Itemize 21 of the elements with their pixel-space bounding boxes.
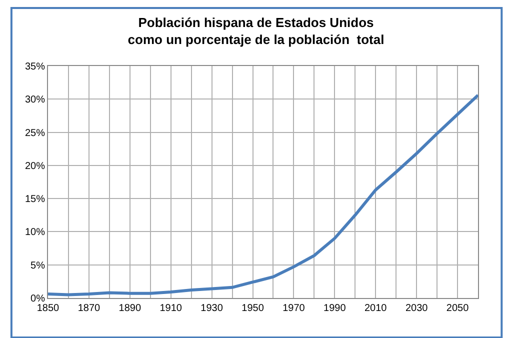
x-tick-label: 1870 (78, 303, 101, 314)
y-tick-label: 10% (24, 227, 46, 238)
x-tick-label: 2010 (364, 303, 388, 314)
x-tick-label: 2030 (405, 303, 428, 314)
line-series (48, 94, 478, 296)
x-tick-label: 1950 (242, 303, 264, 314)
x-tick-label: 1990 (324, 303, 346, 314)
x-tick-label: 1970 (282, 303, 306, 314)
x-tick-label: 2050 (446, 303, 470, 314)
x-tick-label: 1930 (200, 303, 224, 314)
y-tick-label: 35% (24, 62, 46, 72)
y-tick-label: 20% (24, 160, 46, 172)
x-tick-label: 1890 (118, 303, 142, 314)
y-tick-label: 30% (24, 94, 46, 106)
y-tick-label: 0% (30, 294, 46, 304)
x-tick-label: 1850 (36, 303, 60, 314)
x-tick-label: 1910 (160, 303, 182, 314)
y-tick-label: 15% (24, 194, 46, 206)
y-tick-label: 25% (24, 128, 46, 139)
chart-title: Población hispana de Estados Unidos como un porcentaje de la población total (128, 15, 384, 47)
y-tick-label: 5% (30, 260, 46, 272)
